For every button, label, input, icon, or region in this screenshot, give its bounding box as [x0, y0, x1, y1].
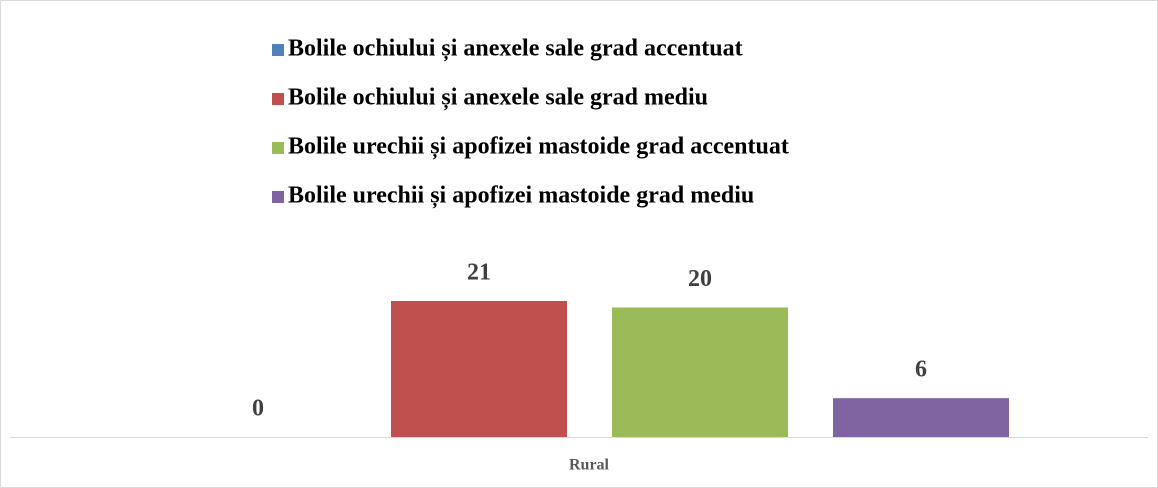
legend-marker: [272, 191, 284, 203]
bar: [391, 301, 567, 437]
legend-label: Bolile urechii și apofizei mastoide grad…: [288, 183, 754, 209]
bar: [833, 398, 1009, 437]
legend-label: Bolile urechii și apofizei mastoide grad…: [288, 134, 789, 160]
data-label: 21: [467, 260, 491, 286]
legend-label: Bolile ochiului și anexele sale grad med…: [288, 85, 708, 111]
legend-marker: [272, 44, 284, 56]
data-label: 20: [688, 266, 712, 292]
x-tick-label: Rural: [569, 457, 610, 474]
data-label: 0: [252, 396, 264, 422]
legend-marker: [272, 93, 284, 105]
legend-marker: [272, 142, 284, 154]
data-label: 6: [915, 357, 927, 383]
bar: [612, 307, 788, 437]
legend-label: Bolile ochiului și anexele sale grad acc…: [288, 36, 743, 62]
